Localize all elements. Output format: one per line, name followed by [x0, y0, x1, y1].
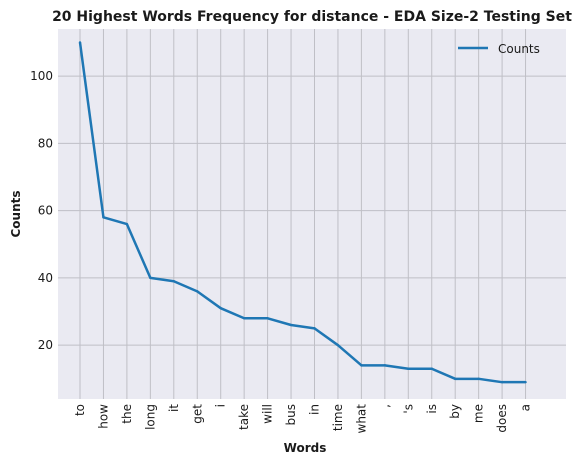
x-tick-label: in	[308, 404, 322, 415]
data-point	[477, 377, 480, 381]
data-point	[289, 323, 293, 327]
x-tick-label: get	[190, 404, 204, 424]
series	[78, 41, 527, 384]
legend: Counts	[458, 42, 540, 56]
data-point	[313, 327, 316, 330]
data-point	[500, 380, 504, 384]
data-point	[336, 343, 340, 347]
x-tick-label: long	[143, 404, 157, 430]
data-point	[172, 280, 175, 283]
x-tick-label: what	[354, 404, 368, 434]
y-axis-ticks: 20 40 60 80 100	[30, 69, 53, 352]
grid	[58, 29, 566, 399]
x-tick-label: to	[73, 404, 87, 416]
y-tick-label: 100	[30, 69, 53, 83]
y-tick-label: 80	[38, 136, 53, 150]
x-tick-label: bus	[284, 404, 298, 425]
x-tick-label: does	[495, 404, 509, 433]
data-point	[219, 306, 222, 310]
x-tick-label: by	[448, 404, 462, 419]
data-point	[78, 41, 82, 44]
y-tick-label: 20	[38, 338, 53, 352]
x-tick-label: i	[214, 404, 228, 407]
data-point	[196, 290, 199, 293]
plot-background	[58, 29, 566, 399]
x-tick-label: is	[425, 404, 439, 414]
data-point	[360, 364, 363, 367]
data-point	[149, 276, 152, 280]
data-point	[407, 367, 410, 370]
x-tick-label: me	[472, 404, 486, 423]
y-tick-label: 60	[38, 204, 53, 218]
data-point	[242, 317, 246, 320]
y-tick-label: 40	[38, 271, 53, 285]
data-point	[454, 377, 457, 381]
x-axis-ticks: to how the long it get i take will bus in time what,…	[73, 404, 533, 434]
data-point	[430, 367, 433, 370]
data-point	[524, 380, 527, 384]
data-point	[383, 364, 387, 367]
x-tick-label: take	[237, 404, 251, 430]
x-tick-label: time	[331, 404, 345, 431]
data-point	[102, 216, 105, 219]
series-line	[78, 42, 526, 384]
data-point	[266, 317, 269, 320]
x-tick-label: how	[96, 404, 110, 429]
y-axis-label: Counts	[9, 190, 23, 237]
x-tick-label: the	[120, 404, 134, 424]
x-tick-label: it	[167, 404, 181, 412]
chart-title: 20 Highest Words Frequency for distance …	[52, 9, 572, 25]
data-point	[125, 222, 129, 226]
legend-label: Counts	[498, 42, 540, 56]
x-tick-label: ,	[378, 404, 392, 408]
x-tick-label: 's	[401, 404, 415, 414]
x-tick-label: will	[261, 404, 275, 424]
x-axis-label: Words	[284, 441, 327, 455]
x-tick-label: a	[519, 404, 533, 411]
